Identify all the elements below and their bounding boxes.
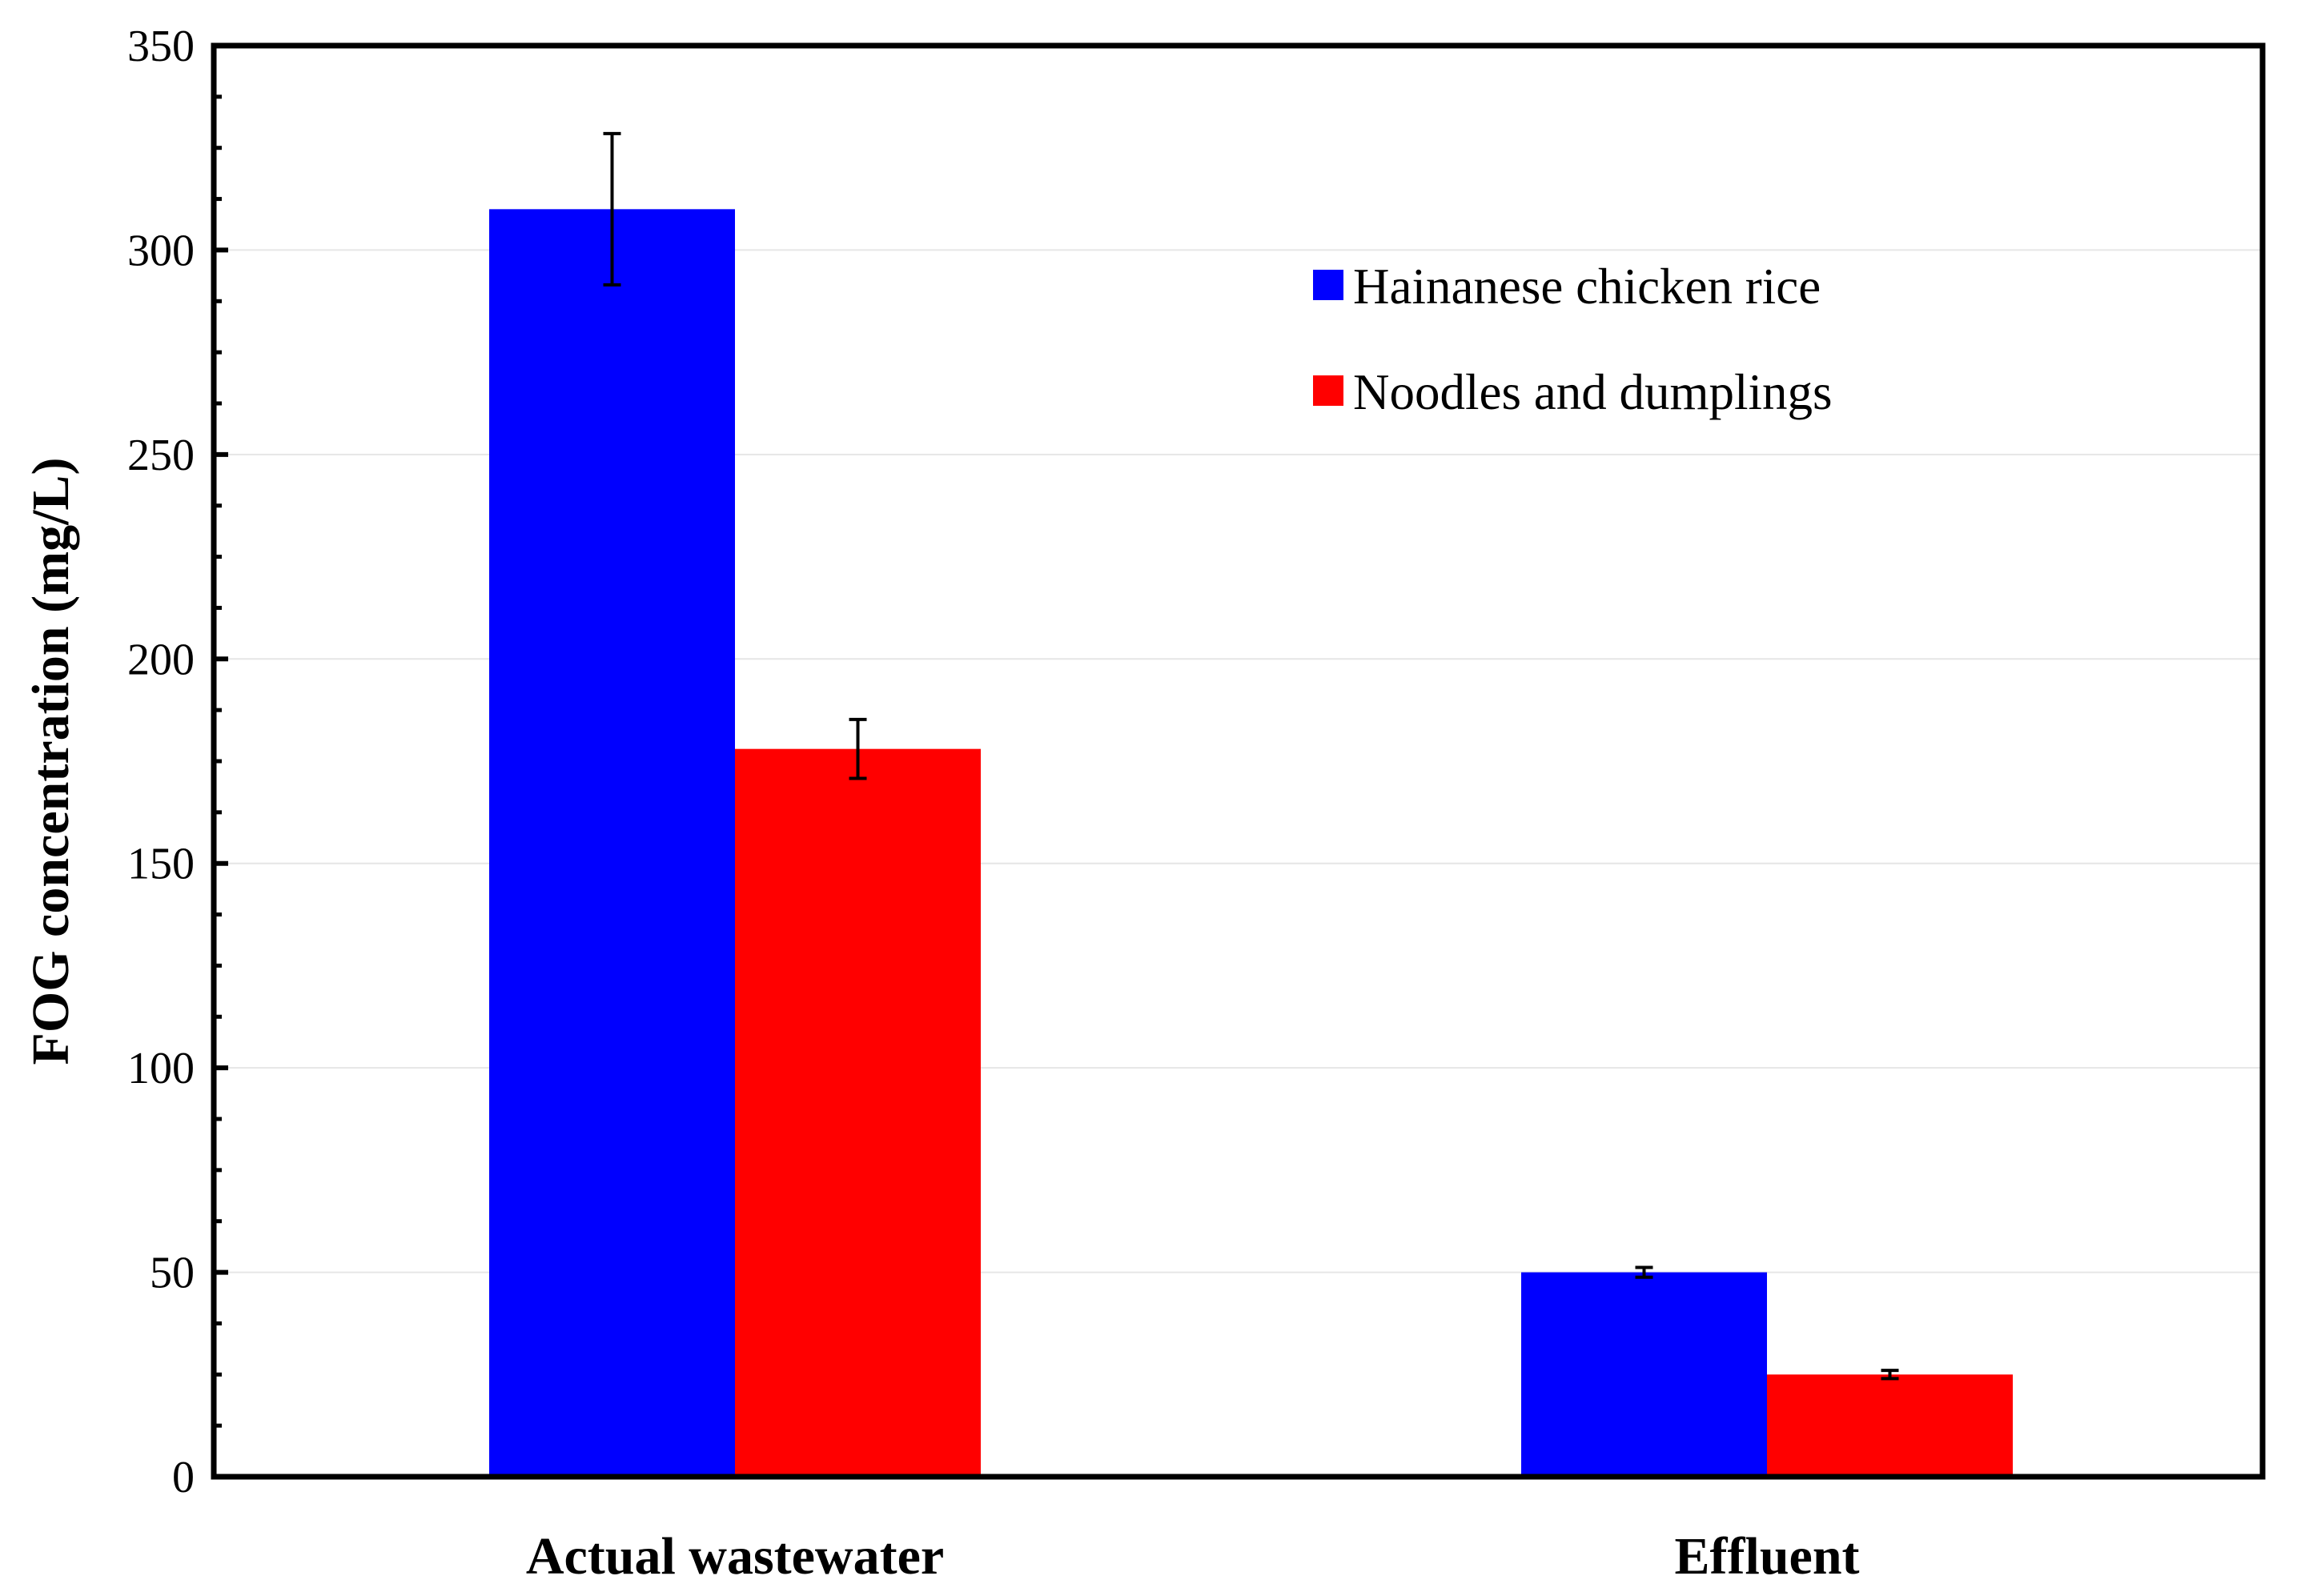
- bars: [489, 209, 2013, 1477]
- y-tick-label: 300: [127, 226, 195, 275]
- error-bars: [603, 131, 1899, 1381]
- legend-swatch: [1313, 270, 1343, 300]
- bar: [1767, 1374, 2013, 1477]
- category-label: Effluent: [1675, 1527, 1860, 1586]
- y-tick-label: 150: [127, 840, 195, 889]
- bar: [489, 209, 735, 1477]
- bar: [1521, 1272, 1767, 1477]
- y-axis-ticks: 0 50 100 150 200 250 300 350: [127, 22, 228, 1502]
- bar: [735, 748, 981, 1477]
- legend-label: Hainanese chicken rice: [1353, 259, 1821, 315]
- category-labels: Actual wastewater Effluent: [526, 1527, 1860, 1586]
- y-tick-label: 200: [127, 635, 195, 684]
- y-tick-label: 350: [127, 22, 195, 71]
- y-tick-label: 0: [172, 1453, 195, 1502]
- y-tick-label: 250: [127, 431, 195, 480]
- y-tick-label: 100: [127, 1044, 195, 1093]
- y-tick-label: 50: [150, 1249, 195, 1298]
- legend-swatch: [1313, 375, 1343, 406]
- legend: Hainanese chicken rice Noodles and dumpli…: [1313, 259, 1832, 420]
- category-label: Actual wastewater: [526, 1527, 944, 1586]
- y-axis-title: FOG concentration (mg/L): [22, 458, 80, 1065]
- legend-label: Noodles and dumplings: [1353, 364, 1832, 420]
